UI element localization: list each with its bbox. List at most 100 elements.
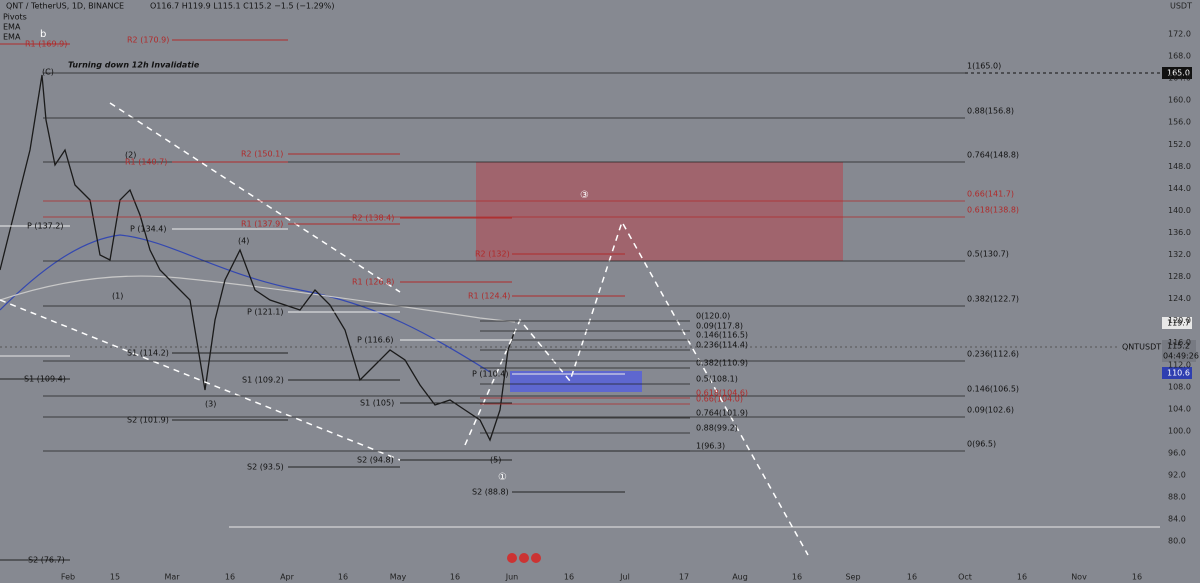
fib-label: 0.236(114.4)	[696, 341, 748, 350]
pivot-label: R1 (140.7)	[125, 158, 167, 167]
fib-label: 0.88(99.2)	[696, 424, 738, 433]
time-label: Nov	[1071, 573, 1087, 582]
trendline	[0, 299, 401, 461]
pivot-label: S2 (94.8)	[357, 456, 394, 465]
time-label: 16	[338, 573, 348, 582]
price-axis	[1160, 0, 1200, 583]
wave-label: ①	[498, 472, 507, 483]
fib-label: 0.764(148.8)	[967, 151, 1019, 160]
price-label: 160.0	[1168, 96, 1191, 105]
tag	[1162, 317, 1192, 329]
wave-label: b	[40, 29, 46, 40]
pivot-label: P (116.6)	[357, 336, 394, 345]
time-label: Feb	[61, 573, 75, 582]
fib-label: 0(96.5)	[967, 440, 996, 449]
indicator: Pivots	[3, 13, 27, 22]
price-label: 132.0	[1168, 250, 1191, 259]
time-label: 16	[564, 573, 574, 582]
price-label: 120.0	[1168, 316, 1191, 325]
fib-label: 0.66(104.0)	[696, 395, 743, 404]
time-label: 15	[110, 573, 120, 582]
price-label: 112.0	[1168, 360, 1191, 369]
fib-label: 0.764(101.9)	[696, 409, 748, 418]
pivot-label: P (134.4)	[130, 225, 167, 234]
pivot-label: R2 (170.9)	[127, 36, 169, 45]
time-label: 16	[1132, 573, 1142, 582]
pivot-label: P (137.2)	[27, 222, 64, 231]
price-label: 156.0	[1168, 118, 1191, 127]
fib-label: 0.09(102.6)	[967, 406, 1014, 415]
time-label: Jun	[505, 573, 519, 582]
fib-label: 0.618(138.8)	[967, 206, 1019, 215]
fib-label: 1(165.0)	[967, 62, 1001, 71]
tag-symbol: QNTUSDT	[1122, 343, 1161, 352]
pivot-label: S1 (114.2)	[127, 349, 169, 358]
indicator: EMA	[3, 23, 21, 32]
price-label: 84.0	[1168, 515, 1186, 524]
price-label: 100.0	[1168, 426, 1191, 435]
pivot-label: S2 (93.5)	[247, 463, 284, 472]
pivot-label: R2 (132)	[475, 250, 510, 259]
note: Turning down 12h Invalidatie	[68, 61, 200, 70]
price-label: 136.0	[1168, 228, 1191, 237]
pivot-label: S1 (105)	[360, 399, 394, 408]
event-icon	[531, 553, 541, 563]
pivot-label: R1 (124.4)	[468, 292, 510, 301]
time-label: Mar	[164, 573, 180, 582]
symbol: QNT / TetherUS, 1D, BINANCE	[6, 2, 124, 11]
tag-high: 119.7	[1167, 319, 1190, 328]
time-label: Aug	[732, 573, 748, 582]
time-label: 16	[225, 573, 235, 582]
fib-label: 0.382(110.9)	[696, 359, 748, 368]
currency: USDT	[1170, 2, 1192, 11]
tag-ema: 110.6	[1167, 369, 1190, 378]
pivot-label: R1 (169.9)	[25, 40, 67, 49]
price-label: 144.0	[1168, 184, 1191, 193]
fib-label: 0.618(104.6)	[696, 389, 748, 398]
pivot-label: R1 (126.8)	[352, 278, 394, 287]
time-label: 16	[1017, 573, 1027, 582]
time-label: 16	[450, 573, 460, 582]
time-label: May	[390, 573, 407, 582]
pivot-label: S1 (109.4)	[24, 375, 66, 384]
time-label: Oct	[958, 573, 972, 582]
time-label: Apr	[280, 573, 295, 582]
fib-label: 0.09(117.8)	[696, 322, 743, 331]
price-label: 148.0	[1168, 162, 1191, 171]
tag-last: 115.2	[1167, 342, 1190, 351]
trendline	[109, 102, 401, 293]
pivot-label: R1 (137.9)	[241, 220, 283, 229]
fib-label: 0.5(130.7)	[967, 250, 1009, 259]
price-label: 96.0	[1168, 448, 1186, 457]
pivot-label: S2 (76.7)	[28, 556, 65, 565]
pivot-label: S2 (101.9)	[127, 416, 169, 425]
pivot-label: R2 (138.4)	[352, 214, 394, 223]
fib-label: 0.236(112.6)	[967, 350, 1019, 359]
fib-label: 0(120.0)	[696, 312, 730, 321]
time-label: 16	[907, 573, 917, 582]
event-icon	[507, 553, 517, 563]
pivot-label: S2 (88.8)	[472, 488, 509, 497]
ema-fast	[0, 234, 491, 373]
time-label: 16	[792, 573, 802, 582]
wave-label: (4)	[238, 237, 249, 246]
tag-countdown: 04:49:26	[1163, 352, 1199, 361]
price-candles	[0, 74, 516, 442]
pivot-label: P (121.1)	[247, 308, 284, 317]
indicator: EMA	[3, 33, 21, 42]
target-zone	[476, 162, 843, 261]
wave-label: (5)	[490, 456, 501, 465]
entry-zone	[510, 371, 642, 392]
time-label: Sep	[845, 573, 860, 582]
fib-label: 0.146(106.5)	[967, 385, 1019, 394]
price-label: 104.0	[1168, 404, 1191, 413]
price-label: 172.0	[1168, 30, 1191, 39]
price-label: 108.0	[1168, 382, 1191, 391]
price-label: 80.0	[1168, 537, 1186, 546]
price-label: 88.0	[1168, 493, 1186, 502]
pivot-label: S1 (109.2)	[242, 376, 284, 385]
price-label: 128.0	[1168, 272, 1191, 281]
wave-label: (2)	[125, 151, 136, 160]
pivot-label: P (110.4)	[472, 370, 509, 379]
